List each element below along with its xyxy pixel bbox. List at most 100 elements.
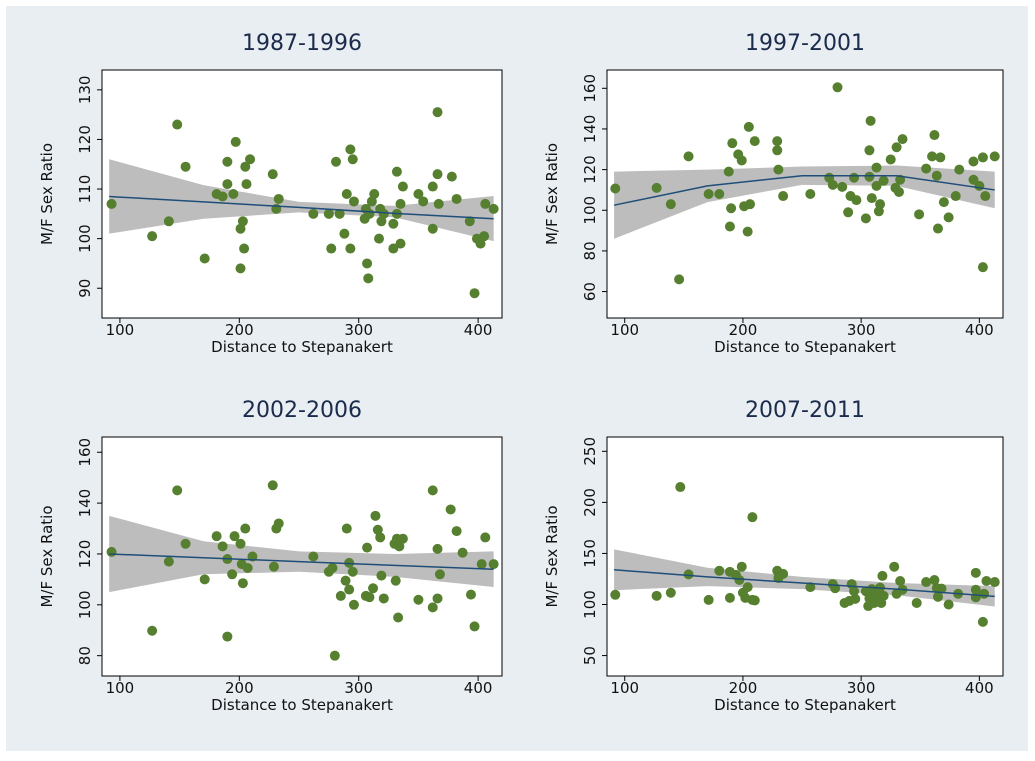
fit-line (614, 569, 995, 598)
data-point (397, 181, 408, 192)
plot-area (606, 436, 1004, 677)
data-point (979, 588, 990, 599)
data-point (970, 584, 981, 595)
data-point (665, 587, 676, 598)
x-tick-label: 300 (847, 679, 876, 697)
x-tick-label: 100 (610, 321, 639, 339)
data-point (849, 172, 860, 183)
data-point (464, 216, 475, 227)
data-point (241, 179, 252, 190)
data-point (147, 231, 158, 242)
x-tick-label: 300 (344, 321, 373, 339)
data-point (240, 523, 251, 534)
data-point (675, 482, 686, 493)
data-point (877, 570, 888, 581)
data-point (674, 274, 685, 285)
data-point (364, 208, 375, 219)
data-point (610, 183, 621, 194)
data-point (864, 145, 875, 156)
data-point (476, 559, 487, 570)
y-tick-label: 100 (581, 590, 599, 619)
data-point (805, 189, 816, 199)
data-point (734, 574, 745, 585)
x-axis-label: Distance to Stepanakert (714, 338, 896, 356)
data-point (977, 262, 988, 273)
data-point (451, 193, 462, 204)
data-point (242, 562, 253, 573)
data-point (970, 567, 981, 578)
data-point (229, 531, 240, 542)
data-point (778, 191, 789, 202)
data-point (326, 243, 337, 254)
data-point (427, 602, 438, 613)
data-point (446, 171, 457, 182)
x-tick-label: 200 (729, 679, 758, 697)
data-point (871, 180, 882, 191)
y-tick-label: 110 (76, 175, 94, 204)
data-point (323, 208, 334, 219)
data-point (610, 589, 621, 600)
data-point (749, 595, 760, 606)
x-tick-label: 300 (344, 679, 373, 697)
data-point (388, 218, 399, 229)
data-point (651, 590, 662, 601)
data-point (393, 612, 404, 623)
data-point (772, 136, 783, 147)
data-point (778, 568, 789, 579)
data-point (235, 263, 246, 274)
data-point (267, 169, 278, 180)
data-point (977, 152, 988, 163)
data-point (743, 121, 754, 132)
chart-title: 1987-1996 (242, 31, 362, 56)
y-tick-label: 140 (76, 489, 94, 518)
data-point (895, 576, 906, 587)
data-point (390, 575, 401, 586)
data-point (742, 582, 753, 593)
data-point (724, 221, 735, 232)
data-point (932, 223, 943, 234)
data-point (413, 594, 424, 605)
data-point (936, 583, 947, 594)
y-tick-label: 250 (581, 437, 599, 466)
data-point (736, 155, 747, 166)
data-point (180, 161, 191, 172)
data-point (714, 189, 725, 199)
data-point (931, 170, 942, 181)
data-point (921, 163, 932, 174)
x-axis-label: Distance to Stepanakert (714, 696, 896, 714)
data-point (875, 199, 886, 210)
data-point (703, 594, 714, 605)
data-point (434, 569, 445, 580)
data-point (362, 258, 373, 269)
data-point (843, 207, 854, 218)
y-tick-label: 150 (581, 539, 599, 568)
data-point (921, 577, 932, 588)
data-point (488, 559, 499, 570)
data-point (418, 196, 429, 207)
data-point (451, 526, 462, 537)
data-point (968, 156, 979, 167)
data-point (172, 485, 183, 496)
data-point (397, 533, 408, 544)
data-point (736, 561, 747, 572)
data-point (889, 561, 900, 572)
data-point (106, 546, 117, 557)
fit-line (109, 553, 494, 570)
data-point (724, 592, 735, 603)
data-point (432, 169, 443, 180)
data-point (714, 565, 725, 576)
data-point (432, 543, 443, 554)
data-point (372, 524, 383, 535)
y-tick-label: 100 (76, 224, 94, 253)
data-point (860, 213, 871, 224)
data-point (147, 625, 158, 636)
data-point (227, 569, 238, 580)
fit-line (613, 174, 995, 206)
y-tick-label: 160 (76, 438, 94, 467)
data-point (222, 156, 233, 167)
data-point (827, 179, 838, 190)
data-point (235, 538, 246, 549)
data-point (805, 582, 816, 593)
data-point (413, 189, 424, 199)
x-axis-label: Distance to Stepanakert (211, 338, 393, 356)
